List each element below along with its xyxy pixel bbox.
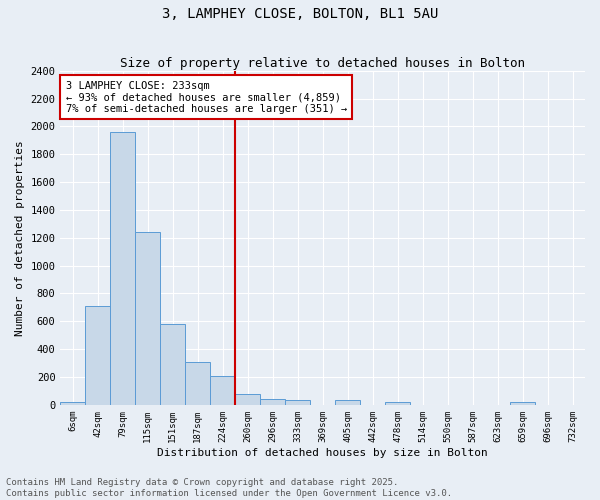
- Y-axis label: Number of detached properties: Number of detached properties: [15, 140, 25, 336]
- Bar: [385, 402, 410, 405]
- Bar: [285, 400, 310, 405]
- Bar: [160, 324, 185, 405]
- Bar: [136, 232, 160, 405]
- Bar: [260, 400, 285, 405]
- Text: 3 LAMPHEY CLOSE: 233sqm
← 93% of detached houses are smaller (4,859)
7% of semi-: 3 LAMPHEY CLOSE: 233sqm ← 93% of detache…: [65, 80, 347, 114]
- Bar: [510, 402, 535, 405]
- Bar: [335, 400, 360, 405]
- Title: Size of property relative to detached houses in Bolton: Size of property relative to detached ho…: [120, 56, 525, 70]
- Bar: [235, 394, 260, 405]
- Bar: [85, 306, 110, 405]
- Bar: [110, 132, 136, 405]
- Bar: [61, 402, 85, 405]
- X-axis label: Distribution of detached houses by size in Bolton: Distribution of detached houses by size …: [157, 448, 488, 458]
- Bar: [185, 362, 210, 405]
- Bar: [210, 376, 235, 405]
- Text: Contains HM Land Registry data © Crown copyright and database right 2025.
Contai: Contains HM Land Registry data © Crown c…: [6, 478, 452, 498]
- Text: 3, LAMPHEY CLOSE, BOLTON, BL1 5AU: 3, LAMPHEY CLOSE, BOLTON, BL1 5AU: [162, 8, 438, 22]
